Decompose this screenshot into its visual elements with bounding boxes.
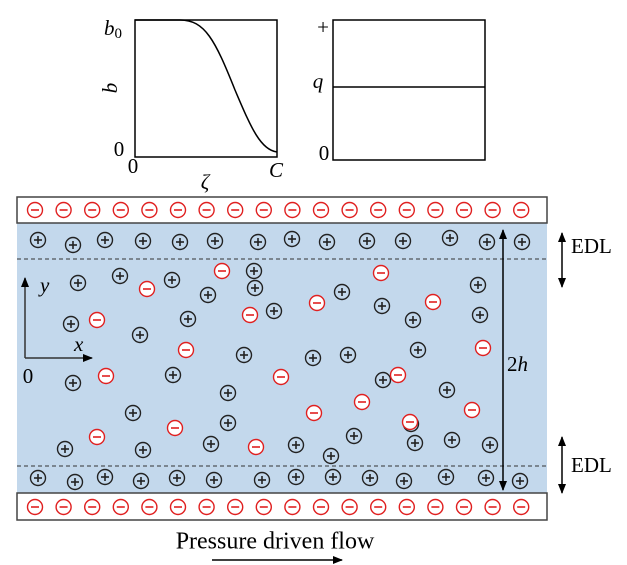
cation <box>409 341 427 359</box>
cation <box>29 231 47 249</box>
cation <box>395 472 413 490</box>
cation <box>171 233 189 251</box>
cation <box>132 472 150 490</box>
cation <box>318 233 336 251</box>
cation <box>477 469 495 487</box>
cation <box>287 436 305 454</box>
profile-curve <box>135 19 278 153</box>
cation <box>64 236 82 254</box>
cation <box>206 232 224 250</box>
cation <box>219 384 237 402</box>
fluid <box>17 223 547 493</box>
cation <box>406 434 424 452</box>
cation <box>96 468 114 486</box>
cation <box>131 326 149 344</box>
cation <box>287 468 305 486</box>
cation <box>235 346 253 364</box>
cation <box>245 262 263 280</box>
var: h <box>518 352 529 376</box>
cation <box>164 366 182 384</box>
cation <box>324 468 342 486</box>
cation <box>64 374 82 392</box>
cation <box>246 279 264 297</box>
cation <box>249 233 267 251</box>
x-end: C <box>269 158 284 182</box>
cation <box>199 286 217 304</box>
cation <box>69 274 87 292</box>
cation <box>513 233 531 251</box>
cation <box>469 276 487 294</box>
cation <box>358 232 376 250</box>
cation <box>443 431 461 449</box>
x-zero: 0 <box>128 154 139 178</box>
cation <box>373 297 391 315</box>
y-top-label: b0 <box>104 16 122 43</box>
cation <box>333 283 351 301</box>
edl-label: EDL <box>571 453 612 477</box>
cation <box>478 233 496 251</box>
cation <box>29 469 47 487</box>
cation <box>283 230 301 248</box>
cation <box>168 469 186 487</box>
height-label: 2h <box>507 352 528 376</box>
cation <box>394 232 412 250</box>
cation <box>511 472 529 490</box>
cation <box>437 468 455 486</box>
cation <box>96 231 114 249</box>
cation <box>124 404 142 422</box>
symbol: b <box>104 16 115 40</box>
plot-frame <box>134 19 278 158</box>
cation <box>374 371 392 389</box>
cation <box>134 232 152 250</box>
subscript: 0 <box>115 26 123 42</box>
cation <box>205 471 223 489</box>
origin-label: 0 <box>23 364 34 388</box>
cation <box>219 414 237 432</box>
cation <box>253 471 271 489</box>
cation <box>471 306 489 324</box>
cation <box>345 427 363 445</box>
cation <box>361 469 379 487</box>
cation <box>441 229 459 247</box>
cation <box>179 310 197 328</box>
coef: 2 <box>507 352 518 376</box>
axis-x-label: x <box>73 332 84 356</box>
ions <box>26 201 531 516</box>
cation <box>163 271 181 289</box>
y-label: b <box>98 83 122 94</box>
cation <box>265 302 283 320</box>
cation <box>134 441 152 459</box>
cation <box>339 346 357 364</box>
caption: Pressure driven flow <box>176 529 375 555</box>
cation <box>481 436 499 454</box>
cation <box>56 440 74 458</box>
cation <box>62 315 80 333</box>
y-mid-label: q <box>313 69 324 93</box>
x-label: ζ <box>201 170 211 194</box>
y-top-label: + <box>317 15 329 39</box>
cation <box>438 381 456 399</box>
edl-label: EDL <box>571 234 612 258</box>
cation <box>66 473 84 491</box>
y-zero: 0 <box>319 141 330 165</box>
axis-y-label: y <box>38 273 50 297</box>
plot-frame <box>332 19 486 161</box>
cation <box>111 267 129 285</box>
cation <box>322 447 340 465</box>
cation <box>404 311 422 329</box>
y-zero: 0 <box>114 137 125 161</box>
cation <box>202 435 220 453</box>
cation <box>304 349 322 367</box>
